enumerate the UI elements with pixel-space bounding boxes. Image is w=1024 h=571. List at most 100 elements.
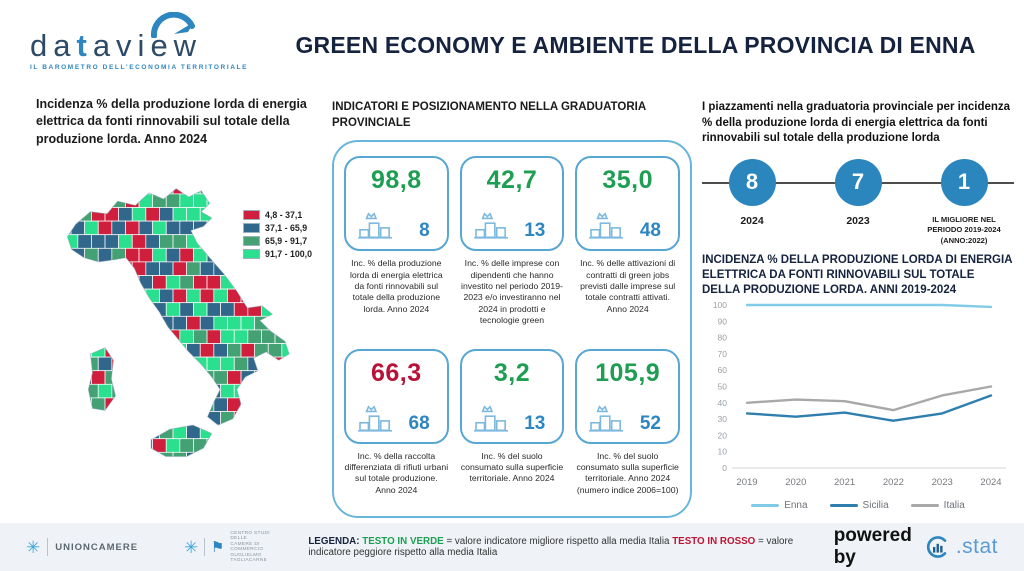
indicator-rank: 68 xyxy=(408,412,430,434)
indicator-value: 42,7 xyxy=(486,166,538,195)
indicator-card-box: 42,7 13 xyxy=(459,156,565,252)
rank-circle: 1 xyxy=(940,158,988,206)
svg-text:10: 10 xyxy=(718,447,728,457)
unioncamere-logo: ✳ UNIONCAMERE xyxy=(26,538,138,556)
map-panel: Incidenza % della produzione lorda di en… xyxy=(36,96,312,516)
milestone-2023: 7 2023 xyxy=(808,158,908,247)
indicator-card-box: 98,8 8 xyxy=(344,156,449,252)
header: dataview IL BAROMETRO DELL'ECONOMIA TERR… xyxy=(30,10,1006,90)
legend-swatch-green xyxy=(243,235,261,246)
color-legend-text: LEGENDA: TESTO IN VERDE = valore indicat… xyxy=(308,536,794,558)
dataview-logo: dataview IL BAROMETRO DELL'ECONOMIA TERR… xyxy=(30,10,265,71)
indicator-value: 3,2 xyxy=(493,358,531,387)
ranking-heading: I piazzamenti nella graduatoria provinci… xyxy=(702,101,1011,145)
map-heading: Incidenza % della produzione lorda di en… xyxy=(36,97,307,146)
legend-label: Enna xyxy=(784,500,808,512)
legend-item-enna: Enna xyxy=(751,500,808,512)
trend-chart-legend: Enna Sicilia Italia xyxy=(702,500,1014,511)
milestone-2024: 8 2024 xyxy=(702,158,802,247)
svg-text:50: 50 xyxy=(718,382,728,392)
legend-item-italia: Italia xyxy=(910,500,965,511)
indicator-card-box: 3,2 13 xyxy=(459,348,565,444)
svg-text:40: 40 xyxy=(718,398,728,408)
svg-text:20: 20 xyxy=(718,430,728,440)
legend-swatch-red xyxy=(243,209,261,220)
rank-circle: 8 xyxy=(728,158,776,206)
italy-choropleth-map: 4,8 - 37,1 37,1 - 65,9 65,9 - 91,7 91,7 … xyxy=(36,154,312,516)
indicator-value: 98,8 xyxy=(370,166,422,195)
legend-swatch xyxy=(751,504,780,508)
map-legend: 4,8 - 37,1 37,1 - 65,9 65,9 - 91,7 91,7 … xyxy=(243,209,312,259)
indicator-rank: 48 xyxy=(639,220,661,242)
indicator-card: 98,8 8 Inc. % della produzione lorda di … xyxy=(344,156,449,338)
svg-text:90: 90 xyxy=(718,316,728,326)
map-legend-item: 4,8 - 37,1 xyxy=(243,209,312,220)
indicator-card-box: 105,9 52 xyxy=(575,348,680,444)
gauge-icon xyxy=(150,12,195,38)
svg-text:2023: 2023 xyxy=(932,477,953,488)
indicator-value: 35,0 xyxy=(602,166,653,195)
podium-icon xyxy=(473,212,508,239)
indicator-card: 35,0 48 Inc. % delle attivazioni di cont… xyxy=(575,156,680,338)
indicator-caption: Inc. % delle imprese con dipendenti che … xyxy=(461,258,563,326)
indicator-caption: Inc. % della produzione lorda di energia… xyxy=(349,258,443,314)
map-legend-item: 37,1 - 65,9 xyxy=(243,222,312,233)
trend-chart-title: INCIDENZA % DELLA PRODUZIONE LORDA DI EN… xyxy=(702,253,1013,296)
ranking-and-trend-panel: I piazzamenti nella graduatoria provinci… xyxy=(702,100,1014,511)
indicator-rank: 52 xyxy=(639,412,661,434)
tagliacarne-logo: ✳ ⚑ CENTRO STUDI DELLE CAMERE DI COMMERC… xyxy=(184,531,270,563)
flag-icon: ⚑ xyxy=(210,538,225,556)
podium-icon xyxy=(473,404,508,432)
legend-swatch-blue xyxy=(243,222,261,233)
indicator-card-box: 35,0 48 xyxy=(575,156,680,252)
milestone-label: IL MIGLIORE NEL PERIODO 2019-2024 (ANNO:… xyxy=(927,214,1001,245)
indicator-caption: Inc. % del suolo consumato sulla superfi… xyxy=(576,450,679,495)
indicator-value: 105,9 xyxy=(595,358,661,387)
indicator-caption: Inc. % del suolo consumato sulla superfi… xyxy=(460,450,564,484)
indicator-card: 3,2 13 Inc. % del suolo consumato sulla … xyxy=(459,348,565,509)
svg-text:80: 80 xyxy=(718,333,728,343)
svg-text:2020: 2020 xyxy=(785,477,806,488)
map-legend-item: 65,9 - 91,7 xyxy=(243,235,312,246)
map-legend-item: 91,7 - 100,0 xyxy=(243,248,312,259)
podium-icon xyxy=(589,212,624,239)
logo-wordmark: dataview xyxy=(30,28,203,63)
indicator-card: 66,3 68 Inc. % della raccolta differenzi… xyxy=(344,348,449,509)
legend-label: Sicilia xyxy=(862,500,889,512)
legend-item-sicilia: Sicilia xyxy=(829,500,889,512)
divider xyxy=(47,538,49,556)
indicator-card-box: 66,3 68 xyxy=(344,348,449,444)
svg-text:2019: 2019 xyxy=(736,477,757,488)
ranking-timeline: 8 2024 7 2023 1 IL MIGLIORE NEL PERIODO … xyxy=(702,158,1014,251)
indicators-cards-panel: 98,8 8 Inc. % della produzione lorda di … xyxy=(332,140,692,519)
powered-by: powered by .stat xyxy=(833,525,998,568)
page-title: GREEN ECONOMY E AMBIENTE DELLA PROVINCIA… xyxy=(295,32,976,58)
milestone-best: 1 IL MIGLIORE NEL PERIODO 2019-2024 (ANN… xyxy=(914,158,1014,247)
indicators-heading: INDICATORI E POSIZIONAMENTO NELLA GRADUA… xyxy=(332,101,646,129)
rosette-icon: ✳ xyxy=(26,537,41,557)
rosette-icon: ✳ xyxy=(184,537,199,557)
svg-text:2024: 2024 xyxy=(980,477,1001,488)
svg-text:30: 30 xyxy=(718,414,728,424)
red-term: TESTO IN ROSSO xyxy=(672,536,756,547)
stat-logo-text: .stat xyxy=(955,535,998,558)
legend-swatch-lightgreen xyxy=(243,248,261,259)
indicator-caption: Inc. % delle attivazioni di contratti di… xyxy=(580,258,676,314)
indicator-card: 105,9 52 Inc. % del suolo consumato sull… xyxy=(575,348,680,509)
podium-icon xyxy=(358,212,392,239)
trend-line-chart: 0 10 20 30 40 50 60 70 80 90 100 2019 2020 2021 2022 20… xyxy=(713,300,1006,488)
indicator-caption: Inc. % della raccolta differenziata di r… xyxy=(344,450,449,495)
indicator-value: 66,3 xyxy=(370,358,422,387)
indicator-card: 42,7 13 Inc. % delle imprese con dipende… xyxy=(459,156,565,338)
logo-t-glyph: t xyxy=(76,28,93,63)
legend-swatch xyxy=(829,504,858,508)
italy-map-svg xyxy=(66,187,290,457)
milestone-label: 2024 xyxy=(740,214,764,227)
svg-text:70: 70 xyxy=(718,349,728,359)
svg-text:100: 100 xyxy=(713,300,727,310)
rank-circle: 7 xyxy=(834,158,882,206)
podium-icon xyxy=(358,404,392,432)
divider xyxy=(204,538,205,556)
unioncamere-label: UNIONCAMERE xyxy=(55,541,139,553)
indicators-panel: INDICATORI E POSIZIONAMENTO NELLA GRADUA… xyxy=(332,100,692,519)
